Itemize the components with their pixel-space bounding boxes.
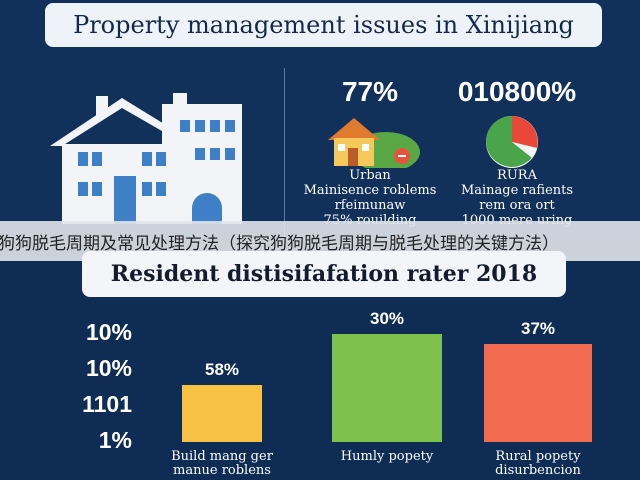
x-category-label: disurbencion bbox=[495, 463, 581, 478]
page-title: Property management issues in Xinijiang bbox=[73, 11, 574, 39]
bar-value-label: 30% bbox=[370, 309, 404, 328]
y-tick-label: 1101 bbox=[82, 391, 132, 417]
chart-title: Resident distisifafation rater 2018 bbox=[110, 261, 538, 287]
bar bbox=[484, 344, 592, 442]
chart-title-card: Resident distisifafation rater 2018 bbox=[82, 251, 566, 297]
y-tick-label: 1% bbox=[99, 427, 132, 453]
divider bbox=[284, 68, 285, 238]
house-illustration bbox=[50, 86, 250, 226]
x-category-label: Build mang ger bbox=[171, 449, 274, 464]
stat-rural-value: 010800% bbox=[457, 76, 577, 107]
stat-rural-label: RURA Mainage rafients rem ora ort 1000 m… bbox=[460, 168, 574, 228]
banner-text: 狗狗脱毛周期及常见处理方法（探究狗狗脱毛周期与脱毛处理的关键方法） bbox=[0, 233, 559, 254]
pie-chart-icon bbox=[486, 116, 538, 168]
bar-value-label: 37% bbox=[521, 319, 555, 338]
stat-urban-value: 77% bbox=[341, 76, 399, 107]
x-category-label: manue roblens bbox=[173, 463, 271, 478]
house-icon bbox=[328, 118, 420, 168]
stat-rural: 010800% RURA Mainage rafients rem ora or… bbox=[452, 76, 582, 236]
stat-urban: 77% Urban Mainisence roblems rfeimunaw 7… bbox=[300, 76, 440, 236]
title-card: Property management issues in Xinijiang bbox=[45, 3, 602, 47]
house-icon bbox=[50, 93, 242, 224]
x-category-label: Humly popety bbox=[341, 449, 434, 464]
bar bbox=[182, 385, 262, 442]
bar-value-label: 58% bbox=[205, 360, 239, 379]
x-category-label: Rural popety bbox=[495, 449, 581, 464]
y-tick-label: 10% bbox=[86, 355, 132, 381]
bar bbox=[332, 334, 442, 442]
stat-urban-label: Urban Mainisence roblems rfeimunaw 75% r… bbox=[303, 168, 437, 228]
y-tick-label: 10% bbox=[86, 319, 132, 345]
